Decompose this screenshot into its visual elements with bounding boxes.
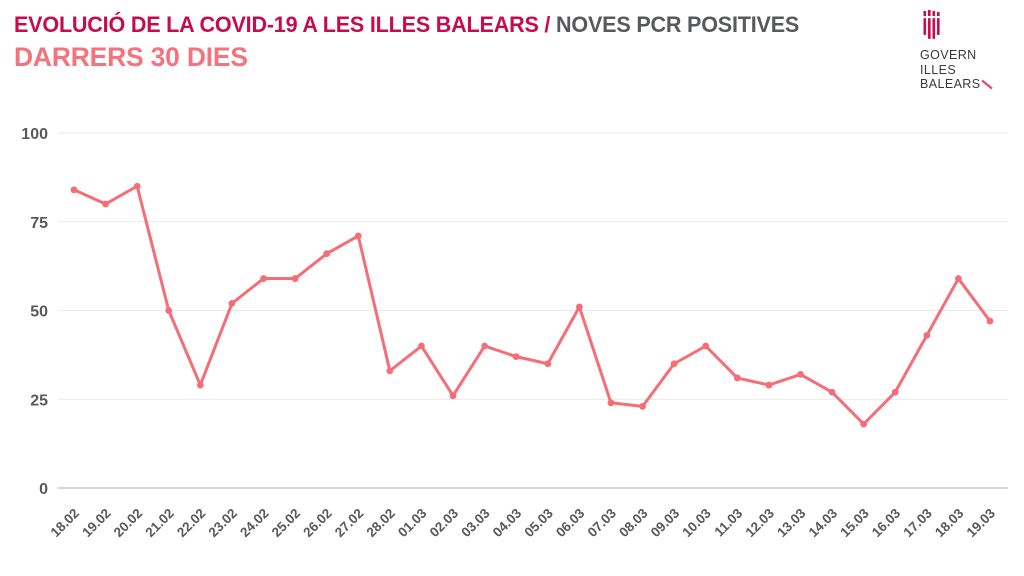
data-point-marker bbox=[323, 250, 331, 258]
data-point-marker bbox=[544, 360, 552, 368]
data-point-marker bbox=[481, 342, 489, 350]
govern-illes-balears-logo: GOVERN ILLES BALEARS bbox=[920, 10, 1008, 92]
data-point-marker bbox=[260, 275, 267, 282]
data-point-marker bbox=[639, 402, 646, 410]
data-point-marker bbox=[354, 232, 362, 240]
x-axis-tick-label: 11.03 bbox=[711, 505, 745, 539]
x-axis-tick-label: 18.03 bbox=[932, 505, 967, 540]
data-point-marker bbox=[828, 388, 836, 396]
x-axis-tick-label: 23.02 bbox=[206, 506, 241, 541]
x-axis-tick-label: 03.03 bbox=[458, 505, 493, 540]
title-primary-text: EVOLUCIÓ DE LA COVID-19 A LES ILLES BALE… bbox=[14, 12, 557, 37]
data-point-marker bbox=[765, 381, 773, 389]
y-axis-tick-label: 50 bbox=[30, 304, 48, 321]
x-axis-tick-label: 02.03 bbox=[427, 505, 462, 540]
data-point-marker bbox=[607, 399, 615, 407]
page-title: EVOLUCIÓ DE LA COVID-19 A LES ILLES BALE… bbox=[14, 12, 799, 38]
x-axis-tick-label: 04.03 bbox=[490, 505, 525, 540]
data-point-marker bbox=[955, 275, 962, 282]
data-point-marker bbox=[291, 275, 299, 282]
x-axis-tick-label: 05.03 bbox=[521, 505, 556, 540]
x-axis-tick-label: 06.03 bbox=[553, 505, 588, 540]
x-axis-tick-label: 15.03 bbox=[837, 505, 872, 540]
x-axis-tick-label: 22.02 bbox=[174, 506, 209, 541]
x-axis-tick-label: 09.03 bbox=[648, 505, 683, 540]
x-axis-tick-label: 27.02 bbox=[332, 506, 367, 541]
title-secondary-text: NOVES PCR POSITIVES bbox=[556, 12, 800, 37]
x-axis-tick-label: 12.03 bbox=[743, 505, 778, 540]
data-point-marker bbox=[418, 342, 425, 350]
x-axis-tick-label: 25.02 bbox=[269, 506, 304, 541]
data-point-marker bbox=[133, 182, 141, 190]
data-point-marker bbox=[860, 420, 868, 428]
x-axis-tick-label: 16.03 bbox=[869, 505, 904, 540]
logo-text-line1: GOVERN bbox=[920, 48, 977, 62]
x-axis-tick-label: 14.03 bbox=[806, 505, 841, 540]
data-point-marker bbox=[386, 367, 394, 375]
data-point-marker bbox=[575, 303, 583, 311]
x-axis-tick-label: 01.03 bbox=[395, 505, 430, 540]
y-axis-tick-label: 0 bbox=[39, 481, 48, 498]
x-axis-tick-label: 21.02 bbox=[142, 506, 177, 541]
data-point-marker bbox=[923, 331, 931, 339]
y-axis-tick-label: 75 bbox=[30, 215, 48, 232]
balearic-crest-icon bbox=[923, 10, 940, 39]
x-axis-tick-label: 24.02 bbox=[237, 506, 272, 541]
data-point-marker bbox=[512, 353, 520, 361]
page-subtitle: DARRERS 30 DIES bbox=[14, 42, 248, 72]
logo-text-block: GOVERN ILLES BALEARS bbox=[920, 48, 994, 92]
data-point-marker bbox=[196, 381, 204, 389]
y-axis-tick-label: 100 bbox=[21, 126, 48, 143]
logo-slash-icon bbox=[981, 79, 994, 89]
x-axis-tick-label: 26.02 bbox=[300, 506, 335, 541]
data-point-marker bbox=[165, 307, 173, 314]
x-axis-tick-label: 08.03 bbox=[616, 505, 651, 540]
data-point-marker bbox=[228, 300, 236, 307]
x-axis-tick-label: 20.02 bbox=[111, 506, 146, 541]
x-axis-tick-label: 13.03 bbox=[774, 505, 809, 540]
x-axis-tick-label: 18.02 bbox=[48, 506, 83, 541]
logo-text-line2: ILLES bbox=[920, 62, 957, 77]
data-point-marker bbox=[986, 317, 994, 325]
data-point-marker bbox=[102, 200, 109, 208]
y-axis-tick-label: 25 bbox=[30, 392, 48, 409]
data-point-marker bbox=[449, 392, 457, 400]
data-point-marker bbox=[797, 371, 804, 378]
data-point-marker bbox=[670, 360, 678, 368]
data-series-line bbox=[72, 184, 992, 426]
x-axis-tick-label: 19.02 bbox=[79, 506, 114, 541]
x-axis-tick-label: 17.03 bbox=[900, 505, 935, 540]
logo-text-line3: BALEARS bbox=[920, 77, 981, 91]
x-axis-tick-label: 19.03 bbox=[964, 505, 999, 540]
data-point-marker bbox=[733, 374, 741, 382]
x-axis-tick-label: 28.02 bbox=[363, 506, 398, 541]
data-point-marker bbox=[891, 388, 899, 396]
x-axis-tick-label: 07.03 bbox=[585, 505, 620, 540]
x-axis-tick-label: 10.03 bbox=[679, 505, 714, 540]
data-point-marker bbox=[702, 342, 710, 350]
data-point-marker bbox=[70, 186, 78, 194]
